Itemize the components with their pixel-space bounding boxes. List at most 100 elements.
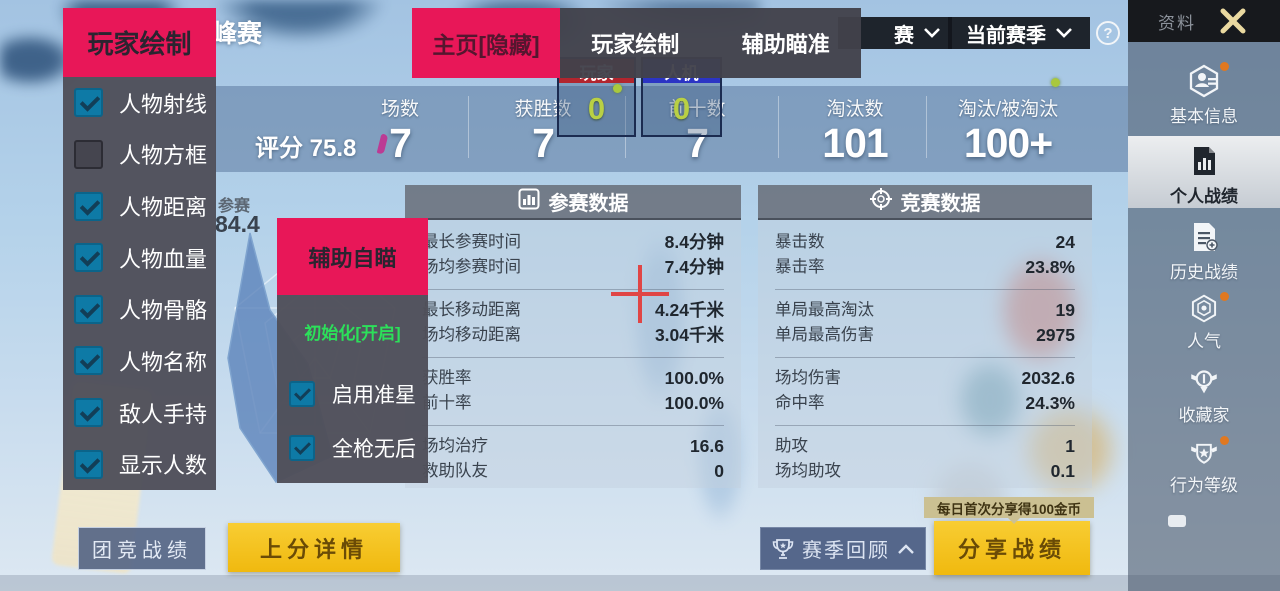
tab-draw[interactable]: 玩家绘制 [591,32,680,57]
checkbox[interactable] [74,346,103,376]
share-record-button[interactable]: 分享战绩 [934,521,1090,575]
menu-item-name[interactable]: 人物名称 [63,335,216,387]
menu-item-distance[interactable]: 人物距离 [63,180,216,232]
sidebar-top-bar: 资料 [1128,0,1280,42]
stat-row: 救助队友 0 [422,461,724,481]
person-hexagon-icon [1189,64,1219,98]
popularity-flower-icon [1191,294,1217,323]
menu-item-crosshair-enable[interactable]: 启用准星 [289,379,416,409]
checkbox[interactable] [74,398,103,428]
team-record-button[interactable]: 团竞战绩 [78,527,206,570]
radar-axis-label: 参赛 [218,198,251,215]
sidebar-drag-handle[interactable] [1168,515,1186,527]
bottom-haze [0,575,1280,591]
stat-row: 命中率 24.3% [775,393,1075,413]
checkbox[interactable] [74,294,103,324]
menu-item-ray[interactable]: 人物射线 [63,77,216,129]
bar-chart-icon [518,188,540,216]
tab-home-hide[interactable]: 主页[隐藏] [412,8,560,78]
divider [625,96,626,158]
checkbox[interactable] [74,243,103,273]
bot-counter-value: 0 [672,91,691,126]
mode-dropdown-label: 赛 [894,24,914,47]
season-review-button[interactable]: 赛季回顾 [760,527,926,570]
menu-item-no-recoil[interactable]: 全枪无后 [289,433,416,463]
stat-row: 单局最高伤害 2975 [775,325,1075,345]
stat-row: 获胜率 100.0% [422,368,724,388]
divider [926,96,927,158]
close-icon[interactable] [1218,8,1248,34]
participation-panel-header: 参赛数据 [405,185,741,220]
sidebar-item-basic-info[interactable]: 基本信息 [1128,56,1280,132]
menu-item-skeleton[interactable]: 人物骨骼 [63,284,216,336]
crosshair-cursor [611,265,669,323]
checkbox[interactable] [74,88,103,118]
stat-column-matches: 场数 7 [380,99,419,166]
stat-column-top10: 前十数 7 [668,99,726,166]
participation-panel-body: 最长参赛时间 8.4分钟 场均参赛时间 7.4分钟 最长移动距离 4.24千米 场均移… [405,220,741,488]
notification-dot [1220,292,1229,301]
menu-item-box[interactable]: 人物方框 [63,129,216,181]
competition-panel-body: 暴击数 24 暴击率 23.8% 单局最高淘汰 19 单局最高伤害 2975 场均伤害 2… [758,220,1092,488]
sidebar-item-collector[interactable]: 收藏家 [1128,358,1280,426]
competition-panel-header: 竞赛数据 [758,185,1092,220]
notification-dot [1220,436,1229,445]
cheat-tab-bar: 主页[隐藏] 玩家绘制 辅助瞄准 [412,8,861,78]
sidebar-item-personal-record[interactable]: 个人战绩 [1128,136,1280,208]
tab-aim[interactable]: 辅助瞄准 [741,32,830,57]
chevron-up-icon [898,543,914,554]
aim-init-status[interactable]: 初始化[开启] [304,324,401,343]
stat-column-kills: 淘汰数 101 [822,99,888,166]
stat-row: 暴击率 23.8% [775,257,1075,277]
conduct-badge-icon [1191,443,1217,464]
menu-item-player-count[interactable]: 显示人数 [63,438,216,490]
rating-value: 75.8 [309,135,357,162]
menu-item-enemy-weapon[interactable]: 敌人手持 [63,387,216,439]
document-plus-icon [1194,223,1218,251]
stat-row: 前十率 100.0% [422,393,724,413]
draw-menu-body: 人物射线 人物方框 人物距离 人物血量 人物骨骼 人物名称 [63,77,216,490]
record-chart-icon [1194,147,1215,175]
help-button[interactable]: ? [1096,21,1120,45]
divider [468,96,469,158]
aim-menu-header[interactable]: 辅助自瞄 [277,218,428,295]
share-reward-tooltip: 每日首次分享得100金币 [924,497,1094,524]
chevron-down-icon [924,28,940,38]
sidebar-item-popularity[interactable]: 人气 [1128,286,1280,352]
checkbox[interactable] [74,191,103,221]
target-icon [869,187,892,216]
player-counter-value: 0 [587,91,606,126]
stat-row: 单局最高淘汰 19 [775,300,1075,320]
radar-axis-value: 84.4 [215,211,260,237]
stat-row: 场均参赛时间 7.4分钟 [422,257,724,277]
checkbox[interactable] [74,449,103,479]
draw-menu-header[interactable]: 玩家绘制 [63,8,216,77]
divider [778,96,779,158]
trophy-icon [772,538,794,559]
stat-row: 最长参赛时间 8.4分钟 [422,232,724,252]
aim-menu-body: 初始化[开启] 启用准星 全枪无后 [277,295,428,483]
season-dropdown[interactable]: 当前赛季 [948,17,1090,49]
green-dot-artifact [613,84,622,93]
checkbox[interactable] [289,381,315,407]
profile-sidebar: 资料 基本信息 个人战 [1128,0,1280,591]
checkbox[interactable] [74,139,103,169]
sidebar-item-conduct-level[interactable]: 行为等级 [1128,430,1280,496]
competition-panel-title: 竞赛数据 [900,193,981,215]
chevron-down-icon [1056,28,1072,38]
background-mode-tab-label: 峰赛 [212,20,263,48]
aim-menu: 辅助自瞄 初始化[开启] 启用准星 全枪无后 [277,218,428,483]
rating-label: 评分 [255,135,303,162]
checkbox[interactable] [289,435,315,461]
collector-medal-icon [1191,370,1217,394]
sidebar-title: 资料 [1158,13,1196,33]
draw-menu: 玩家绘制 人物射线 人物方框 人物距离 人物血量 人物骨骼 [63,8,216,490]
kite-decor [600,200,780,530]
rank-details-button[interactable]: 上分详情 [228,523,400,572]
menu-item-health[interactable]: 人物血量 [63,232,216,284]
stat-row: 场均治疗 16.6 [422,436,724,456]
stat-row: 最长移动距离 4.24千米 [422,300,724,320]
sidebar-item-history-record[interactable]: 历史战绩 [1128,212,1280,284]
stat-row: 助攻 1 [775,436,1075,456]
